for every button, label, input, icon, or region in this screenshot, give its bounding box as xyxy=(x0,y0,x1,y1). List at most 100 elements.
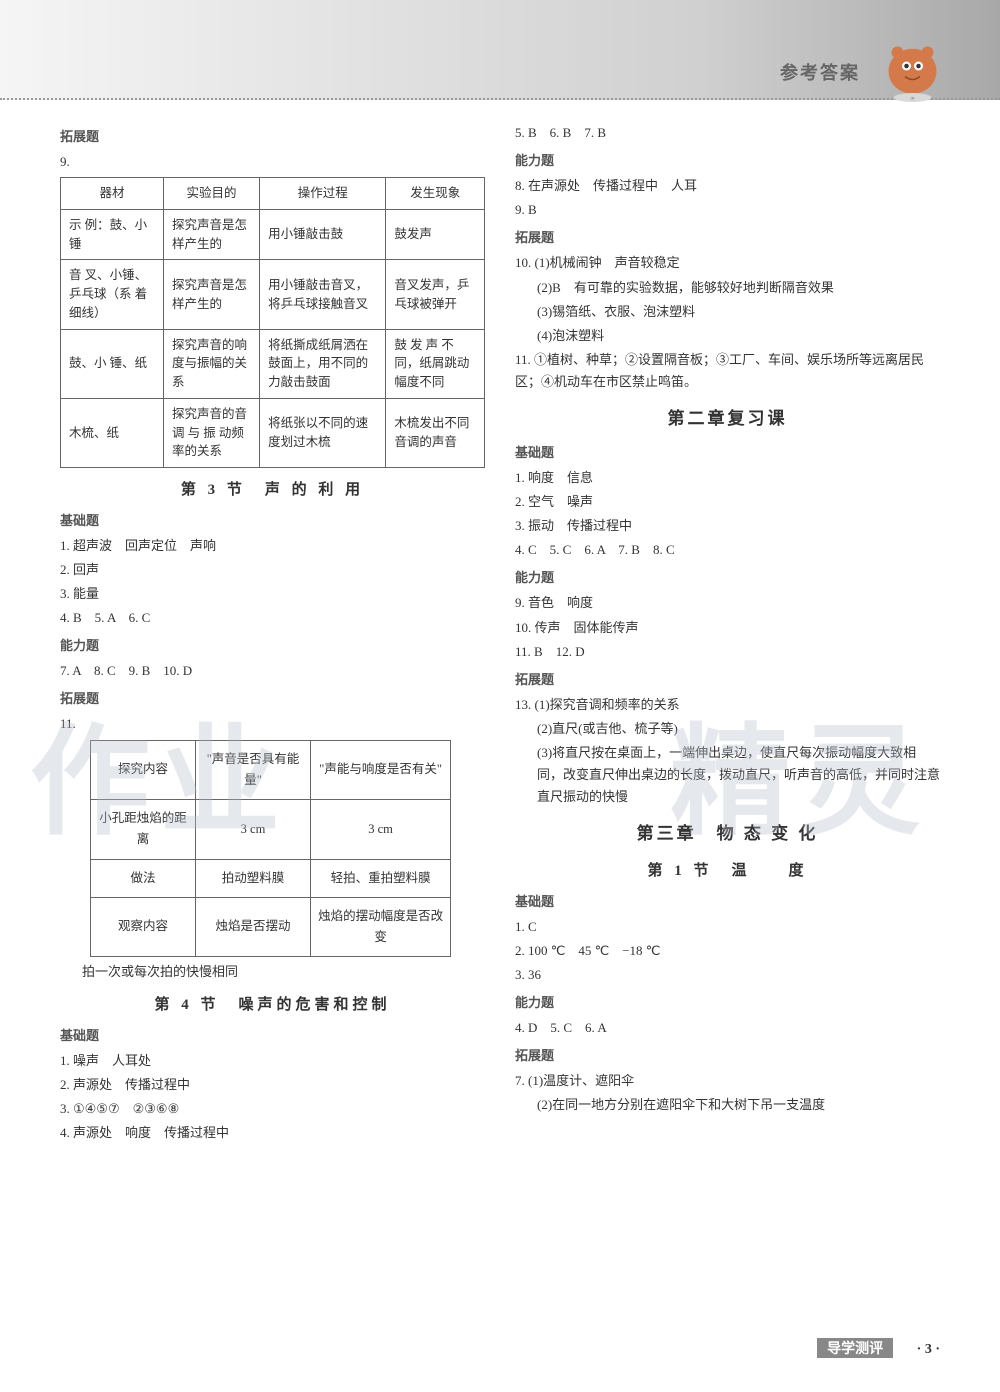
answer-line: 4. 声源处 响度 传播过程中 xyxy=(60,1122,485,1144)
table-cell: 探究内容 xyxy=(91,740,196,800)
answer-line: 10. 传声 固体能传声 xyxy=(515,617,940,639)
section-label-tuozhan: 拓展题 xyxy=(515,669,940,691)
answer-line: 3. ①④⑤⑦ ②③⑥⑧ xyxy=(60,1098,485,1120)
answer-line: 1. 响度 信息 xyxy=(515,467,940,489)
answer-line: (2)B 有可靠的实验数据，能够较好地判断隔音效果 xyxy=(515,277,940,299)
answer-line: 4. C 5. C 6. A 7. B 8. C xyxy=(515,539,940,561)
section-3-title: 第 3 节 声 的 利 用 xyxy=(60,478,485,504)
section-label-nengli: 能力题 xyxy=(515,992,940,1014)
table-cell: 示 例：鼓、小锤 xyxy=(61,209,164,260)
answer-line: 3. 能量 xyxy=(60,583,485,605)
table-row: 探究内容 "声音是否具有能量" "声能与响度是否有关" xyxy=(91,740,451,800)
section-4-title: 第 4 节 噪声的危害和控制 xyxy=(60,993,485,1019)
chapter-2-title: 第二章复习课 xyxy=(515,405,940,434)
table-cell: 音 叉、小锤、乒乓球（系 着 细线） xyxy=(61,260,164,329)
table-cell: 将纸撕成纸屑洒在鼓面上，用不同的力敲击鼓面 xyxy=(260,329,386,398)
table-row: 示 例：鼓、小锤 探究声音是怎样产生的 用小锤敲击鼓 鼓发声 xyxy=(61,209,485,260)
table-cell: 探究声音的响度与振幅的关系 xyxy=(164,329,260,398)
table-q11: 探究内容 "声音是否具有能量" "声能与响度是否有关" 小孔距烛焰的距离 3 c… xyxy=(90,740,451,958)
section-label-jichu: 基础题 xyxy=(515,891,940,913)
table-cell: 探究声音是怎样产生的 xyxy=(164,260,260,329)
table-cell: 观察内容 xyxy=(91,897,196,957)
q9-label: 9. xyxy=(60,151,485,173)
table-cell: 音叉发声，乒乓球被弹开 xyxy=(386,260,485,329)
table-cell: 小孔距烛焰的距离 xyxy=(91,800,196,860)
table-cell: 用小锤敲击鼓 xyxy=(260,209,386,260)
table-cell: 器材 xyxy=(61,178,164,210)
answer-line: 3. 振动 传播过程中 xyxy=(515,515,940,537)
answer-line: 9. B xyxy=(515,199,940,221)
table-cell: 做法 xyxy=(91,859,196,897)
answer-line: 9. 音色 响度 xyxy=(515,592,940,614)
table-cell: 鼓发声 xyxy=(386,209,485,260)
right-column: 5. B 6. B 7. B 能力题 8. 在声源处 传播过程中 人耳 9. B… xyxy=(515,120,940,1146)
answer-line: (2)直尺(或吉他、梳子等) xyxy=(515,718,940,740)
table-cell: 木梳发出不同音调的声音 xyxy=(386,398,485,467)
section-label-nengli: 能力题 xyxy=(515,567,940,589)
answer-line: 5. B 6. B 7. B xyxy=(515,122,940,144)
answer-line: (3)锡箔纸、衣服、泡沫塑料 xyxy=(515,301,940,323)
table-cell: 烛焰的摆动幅度是否改变 xyxy=(310,897,450,957)
answer-line: 8. 在声源处 传播过程中 人耳 xyxy=(515,175,940,197)
footer-label: 导学测评 xyxy=(817,1338,893,1358)
answer-line: 1. 超声波 回声定位 声响 xyxy=(60,535,485,557)
answer-line: (4)泡沫塑料 xyxy=(515,325,940,347)
table-cell: "声音是否具有能量" xyxy=(196,740,311,800)
table-cell: 实验目的 xyxy=(164,178,260,210)
answer-line: 2. 声源处 传播过程中 xyxy=(60,1074,485,1096)
chapter-3-title: 第三章 物 态 变 化 xyxy=(515,820,940,849)
section-label-nengli: 能力题 xyxy=(60,635,485,657)
table-cell: 操作过程 xyxy=(260,178,386,210)
table-row: 观察内容 烛焰是否摆动 烛焰的摆动幅度是否改变 xyxy=(91,897,451,957)
table-cell: 拍动塑料膜 xyxy=(196,859,311,897)
section-label-tuozhan: 拓展题 xyxy=(60,126,485,148)
answer-line: (2)在同一地方分别在遮阳伞下和大树下吊一支温度 xyxy=(515,1094,940,1116)
mascot-icon: ∞ xyxy=(875,30,950,105)
section-label-jichu: 基础题 xyxy=(60,510,485,532)
answer-line: 1. 噪声 人耳处 xyxy=(60,1050,485,1072)
answer-line: 2. 回声 xyxy=(60,559,485,581)
footer-page: · 3 · xyxy=(917,1342,940,1357)
table-cell: 探究声音是怎样产生的 xyxy=(164,209,260,260)
header-banner: 参考答案 ∞ xyxy=(0,0,1000,100)
table-row: 做法 拍动塑料膜 轻拍、重拍塑料膜 xyxy=(91,859,451,897)
table-cell: "声能与响度是否有关" xyxy=(310,740,450,800)
q11-note: 拍一次或每次拍的快慢相同 xyxy=(60,961,485,983)
table-cell: 3 cm xyxy=(196,800,311,860)
table-cell: 鼓、小 锤、纸 xyxy=(61,329,164,398)
table-row: 小孔距烛焰的距离 3 cm 3 cm xyxy=(91,800,451,860)
table-q9: 器材 实验目的 操作过程 发生现象 示 例：鼓、小锤 探究声音是怎样产生的 用小… xyxy=(60,177,485,468)
answer-line: 10. (1)机械闹钟 声音较稳定 xyxy=(515,252,940,274)
answer-line: 11. B 12. D xyxy=(515,641,940,663)
table-cell: 3 cm xyxy=(310,800,450,860)
table-row: 器材 实验目的 操作过程 发生现象 xyxy=(61,178,485,210)
answer-line: 2. 100 ℃ 45 ℃ −18 ℃ xyxy=(515,940,940,962)
table-row: 音 叉、小锤、乒乓球（系 着 细线） 探究声音是怎样产生的 用小锤敲击音叉，将乒… xyxy=(61,260,485,329)
table-cell: 木梳、纸 xyxy=(61,398,164,467)
section-label-tuozhan: 拓展题 xyxy=(60,688,485,710)
section-label-jichu: 基础题 xyxy=(515,442,940,464)
table-cell: 轻拍、重拍塑料膜 xyxy=(310,859,450,897)
section-label-tuozhan: 拓展题 xyxy=(515,1045,940,1067)
answer-line: 3. 36 xyxy=(515,964,940,986)
table-cell: 烛焰是否摆动 xyxy=(196,897,311,957)
answer-line: 7. A 8. C 9. B 10. D xyxy=(60,660,485,682)
answer-line: 2. 空气 噪声 xyxy=(515,491,940,513)
content-area: 拓展题 9. 器材 实验目的 操作过程 发生现象 示 例：鼓、小锤 探究声音是怎… xyxy=(0,100,1000,1146)
table-row: 鼓、小 锤、纸 探究声音的响度与振幅的关系 将纸撕成纸屑洒在鼓面上，用不同的力敲… xyxy=(61,329,485,398)
section-label-nengli: 能力题 xyxy=(515,150,940,172)
answer-line: 13. (1)探究音调和频率的关系 xyxy=(515,694,940,716)
answer-line: 7. (1)温度计、遮阳伞 xyxy=(515,1070,940,1092)
footer: 导学测评 · 3 · xyxy=(817,1337,940,1362)
table-cell: 用小锤敲击音叉，将乒乓球接触音叉 xyxy=(260,260,386,329)
chapter-3-sec1-title: 第 1 节 温 度 xyxy=(515,859,940,885)
answer-line: (3)将直尺按在桌面上，一端伸出桌边，使直尺每次振动幅度大致相同，改变直尺伸出桌… xyxy=(515,742,940,808)
table-cell: 鼓 发 声 不同，纸屑跳动幅度不同 xyxy=(386,329,485,398)
answer-line: 11. ①植树、种草；②设置隔音板；③工厂、车间、娱乐场所等远离居民区；④机动车… xyxy=(515,349,940,393)
section-label-tuozhan: 拓展题 xyxy=(515,227,940,249)
answer-line: 1. C xyxy=(515,916,940,938)
table-cell: 探究声音的音 调 与 振 动频率的关系 xyxy=(164,398,260,467)
table-row: 木梳、纸 探究声音的音 调 与 振 动频率的关系 将纸张以不同的速度划过木梳 木… xyxy=(61,398,485,467)
table-cell: 将纸张以不同的速度划过木梳 xyxy=(260,398,386,467)
answer-line: 4. B 5. A 6. C xyxy=(60,607,485,629)
